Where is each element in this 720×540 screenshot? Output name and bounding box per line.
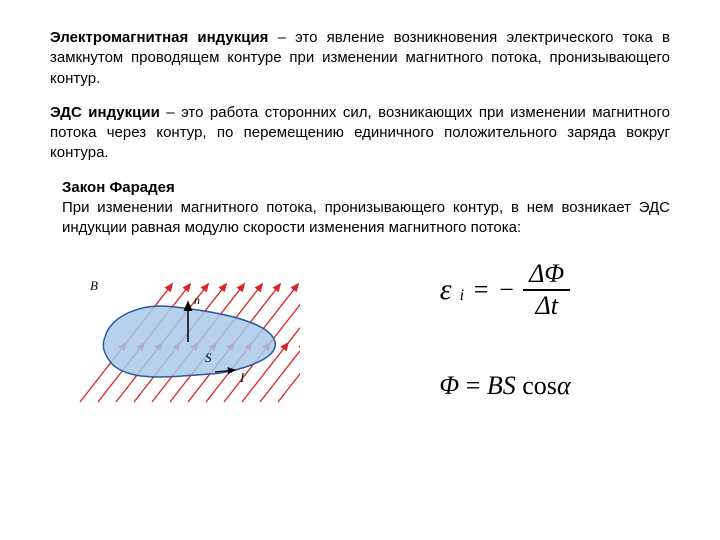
bs-term: BS — [487, 371, 516, 400]
term-emf: ЭДС индукции — [50, 104, 160, 121]
phi-symbol: Φ — [439, 371, 459, 400]
paragraph-emi: Электромагнитная индукция – это явление … — [50, 28, 670, 89]
flux-formula: Φ = BS cosα — [439, 371, 570, 401]
formulas-block: εi = − ΔΦ Δt Φ = BS cosα — [300, 259, 670, 401]
minus-sign: − — [498, 275, 516, 305]
paragraph-emf: ЭДС индукции – это работа сторонних сил,… — [50, 103, 670, 164]
diagram-section: B n S I εi = − ΔΦ Δt Φ = BS cosα — [50, 252, 670, 407]
equals-sign: = — [472, 275, 490, 305]
alpha-symbol: α — [557, 371, 571, 400]
paragraph-faraday: Закон Фарадея При изменении магнитного п… — [50, 178, 670, 239]
label-n: n — [194, 293, 200, 307]
epsilon-symbol: ε — [440, 273, 452, 307]
numerator: ΔΦ — [523, 259, 570, 291]
subscript-i: i — [460, 287, 464, 305]
faraday-formula: εi = − ΔΦ Δt — [440, 259, 570, 321]
fraction: ΔΦ Δt — [523, 259, 570, 321]
cos-fn: cos — [522, 371, 557, 400]
term-emi: Электромагнитная индукция — [50, 29, 268, 46]
def-faraday: При изменении магнитного потока, пронизы… — [62, 199, 670, 236]
label-i: I — [239, 370, 245, 385]
flux-diagram: B n S I — [70, 252, 300, 407]
flux-svg: B n S I — [70, 252, 300, 407]
label-s: S — [205, 350, 212, 365]
term-faraday: Закон Фарадея — [62, 179, 175, 196]
conducting-loop — [103, 306, 275, 377]
denominator: Δt — [529, 291, 563, 321]
equals-sign-2: = — [459, 371, 487, 400]
label-b: B — [90, 278, 98, 293]
